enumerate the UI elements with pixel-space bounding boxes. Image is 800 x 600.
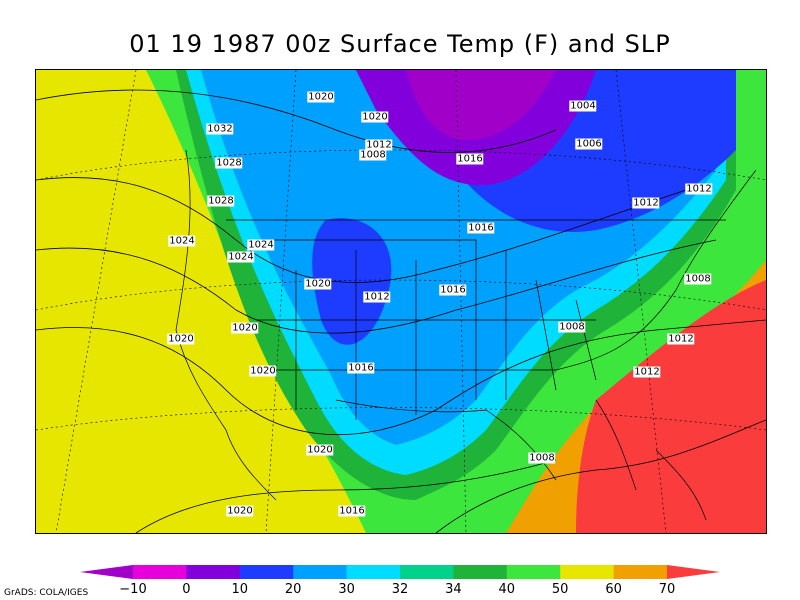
colorbar-segment	[560, 565, 615, 579]
isobar-label: 1020	[361, 111, 389, 123]
band-above-70	[576, 280, 766, 533]
colorbar-segment	[613, 565, 668, 579]
colorbar-segment	[293, 565, 348, 579]
isobar-label: 1012	[685, 183, 713, 195]
colorbar-segment	[80, 565, 133, 579]
isobar-label: 1012	[633, 366, 661, 378]
colorbar-segment	[346, 565, 401, 579]
colorbar-tick-label: 50	[551, 582, 569, 597]
isobar-label: 1020	[249, 365, 277, 377]
isobar-label: 1020	[307, 91, 335, 103]
isobar-label: 1008	[684, 273, 712, 285]
colorbar-segment	[239, 565, 294, 579]
colorbar-tick-label: 0	[182, 582, 191, 597]
political-boundaries	[175, 149, 757, 521]
isobar-label: 1016	[456, 153, 484, 165]
isobar-label: 1028	[207, 195, 235, 207]
isobar-label: 1006	[575, 138, 603, 150]
colorbar-segment	[133, 565, 187, 579]
isobar-label: 1004	[569, 100, 597, 112]
colorbar-segment	[400, 565, 454, 579]
isobar-label: 1020	[304, 278, 332, 290]
isobars	[36, 89, 766, 533]
band-50-60	[36, 70, 376, 533]
colorbar-tick-label: 32	[391, 582, 409, 597]
isobar-label: 1008	[359, 149, 387, 161]
colorbar-tick-label: 20	[284, 582, 302, 597]
isobar-label: 1020	[226, 505, 254, 517]
grads-credit: GrADS: COLA/IGES	[4, 588, 89, 598]
temperature-colorbar	[80, 565, 720, 579]
colorbar-tick-label: 60	[605, 582, 622, 597]
colorbar-tick-label: 34	[445, 582, 462, 597]
isobar-label: 1008	[528, 452, 556, 464]
map-title: 01 19 1987 00z Surface Temp (F) and SLP	[129, 30, 671, 58]
colorbar-segment	[453, 565, 508, 579]
isobar-label: 1024	[247, 239, 275, 251]
colorbar-tick-label: −10	[119, 582, 147, 597]
colorbar-tick-label: 70	[658, 582, 676, 597]
isobar-label: 1016	[338, 505, 366, 517]
band-10-20-rockies	[312, 218, 392, 345]
colorbar-segment	[667, 565, 720, 579]
colorbar-segment	[506, 565, 561, 579]
colorbar-segment	[186, 565, 241, 579]
isobar-label: 1016	[439, 284, 467, 296]
temperature-map: 1020 1004 1032 1020 1012 1006 1008 1016 …	[35, 69, 767, 534]
colorbar-tick-label: 30	[338, 582, 355, 597]
isobar-label: 1012	[365, 139, 393, 151]
band-below-0	[406, 70, 556, 140]
isobar-label: 1024	[168, 235, 196, 247]
isobar-label: 1012	[632, 197, 660, 209]
map-canvas	[36, 70, 766, 533]
isobar-label: 1016	[467, 222, 495, 234]
isobar-label: 1012	[363, 291, 391, 303]
isobar-label: 1028	[215, 157, 243, 169]
isobar-label: 1020	[231, 322, 259, 334]
isobar-label: 1012	[667, 333, 695, 345]
isobar-label: 1016	[347, 362, 375, 374]
isobar-label: 1032	[206, 123, 234, 135]
colorbar-tick-label: 40	[498, 582, 516, 597]
colorbar-tick-label: 10	[231, 582, 249, 597]
isobar-label: 1020	[167, 333, 195, 345]
isobar-label: 1024	[227, 251, 255, 263]
isobar-label: 1008	[558, 321, 586, 333]
isobar-label: 1020	[306, 444, 334, 456]
